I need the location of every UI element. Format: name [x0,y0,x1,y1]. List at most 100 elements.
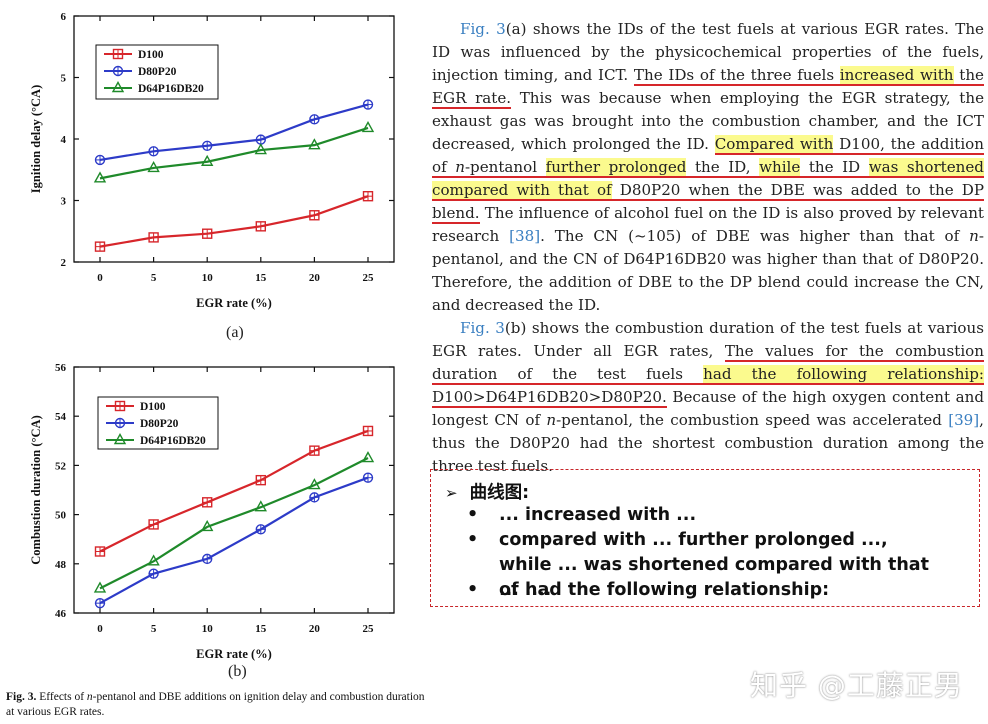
x-tick-label: 25 [363,623,375,635]
p1-sentence-4: . The CN (~105) of DBE was higher than t… [540,227,960,245]
bullet-icon: • [467,505,479,525]
y-tick-label: 54 [55,411,67,423]
legend-marker [113,433,127,445]
data-point [201,519,214,532]
note-item: • compared with ... further prolonged ...… [467,528,945,603]
caption-text-2: -pentanol and DBE additions on ignition … [6,691,425,718]
p1-italic-n-2: n [969,227,979,245]
p1-highlight-4: while [759,158,801,178]
y-tick-label: 2 [61,257,67,269]
y-tick-label: 46 [55,608,67,620]
p2-highlight-1: had the following relationship: [703,365,984,385]
data-point [147,554,160,566]
p1-underline-1: The IDs of the three fuels [633,66,835,86]
subfigure-label-b: (b) [228,663,247,680]
legend-label: D100 [140,401,166,413]
x-tick-label: 20 [309,623,321,635]
p1-underline-4: -pentanol [464,158,538,178]
y-tick-label: 52 [55,460,67,472]
data-point [93,581,107,593]
y-tick-label: 6 [61,11,67,23]
legend-label: D80P20 [138,66,177,78]
p1-underline-2: the EGR rate. [432,66,984,109]
note-box: ➢ 曲线图: • ... increased with ... • compared … [430,469,980,607]
bullet-icon: • [467,580,479,600]
y-tick-label: 50 [55,510,67,522]
x-tick-label: 15 [255,272,267,284]
citation-38-link[interactable]: [38] [509,227,541,245]
subfigure-label-a: (a) [226,324,244,341]
p1-sentence-1: (a) shows the IDs of the test fuels at v… [432,20,984,84]
figure-ref-link-2[interactable]: Fig. 3 [460,319,505,337]
data-point [254,500,267,512]
note-item: • ... increased with ... [467,503,696,528]
ignition-delay-chart: 2 3 4 5 6 0 5 10 15 20 25 EGR rate (%) Ignition dela… [29,11,395,310]
legend-marker [111,81,125,93]
data-point [201,154,214,166]
y-tick-label: 56 [55,362,67,374]
data-point [361,451,375,463]
p1-underline-7: D80P20 when the DBE was added to the DP … [432,181,984,224]
p1-sentence-5: -pentanol, and the CN of D64P16DB20 was … [432,227,984,314]
x-axis-label: EGR rate (%) [196,647,272,661]
x-tick-label: 5 [151,272,157,284]
p1-underline-5: the ID, [694,158,751,178]
series-line-d100 [99,195,369,248]
y-tick-label: 3 [61,196,67,208]
citation-39-link[interactable]: [39] [948,411,980,429]
data-point [361,120,375,133]
data-point [308,138,321,150]
note-item-text: ... increased with ... [499,505,697,525]
paragraph-2: Fig. 3(b) shows the combustion duration … [432,317,984,478]
p1-italic-n: n [455,158,465,178]
p2-underline-2: D100>D64P16DB20>D80P20. [432,388,667,408]
caption-text-1: Effects of [39,691,85,703]
series-line-d80p20 [99,476,369,605]
legend-label: D100 [138,49,164,61]
x-tick-label: 0 [97,623,103,635]
p2-underline-1: The values for the combustion duration o… [432,342,984,385]
note-item-text: compared with ... further prolonged ...,… [499,530,929,600]
p1-underline-6: the ID [808,158,861,178]
y-axis-label: Combustion duration (°CA) [29,415,43,564]
x-tick-label: 0 [97,272,103,284]
watermark: 知乎 @工藤正男 [750,669,963,702]
legend-label: D80P20 [140,418,179,430]
x-tick-label: 10 [202,623,214,635]
legend-label: D64P16DB20 [140,435,206,447]
series-line-d64p16db20 [99,126,369,180]
caption-label: Fig. 3. [6,691,37,703]
data-point [254,143,267,155]
note-item: • ... had the following relationship: [467,578,829,603]
x-axis-label: EGR rate (%) [196,296,272,310]
data-point [308,478,321,490]
y-tick-label: 5 [61,73,67,85]
p2-sentence-4: , thus the D80P20 had the shortest combu… [432,411,984,475]
paragraph-1: Fig. 3(a) shows the IDs of the test fuel… [432,18,984,317]
note-title-text: 曲线图: [469,483,530,503]
p1-underline-3: D100, the addition of [432,135,984,178]
figure-ref-link[interactable]: Fig. 3 [460,20,506,38]
p1-highlight-2: Compared with [714,135,834,155]
combustion-duration-chart: 46 48 50 52 54 56 0 5 10 15 20 25 EGR rate (%) Combus… [29,362,395,661]
series-line-d64p16db20 [99,457,369,590]
note-title: ➢ 曲线图: [445,479,529,504]
note-item-text: ... had the following relationship: [499,580,830,600]
arrow-bullet-icon: ➢ [445,484,458,502]
series-line-d100 [99,429,369,553]
y-tick-label: 4 [61,134,67,146]
p1-sentence-3: The influence of alcohol fuel on the ID … [432,204,984,245]
x-tick-label: 5 [151,623,157,635]
plot-frame [73,366,395,614]
figure-caption: Fig. 3. Effects of n-pentanol and DBE ad… [6,690,430,720]
p1-sentence-2: This was because when employing the EGR … [432,89,985,153]
p2-italic-n: n [546,411,557,429]
y-axis-label: Ignition delay (°CA) [29,85,43,193]
caption-italic: n [86,691,93,703]
legend-label: D64P16DB20 [138,83,204,95]
p2-sentence-2: Because of the high oxygen content and l… [432,388,984,429]
series-line-d80p20 [99,103,369,161]
x-tick-label: 25 [363,272,375,284]
bullet-icon: • [467,530,479,550]
y-tick-label: 48 [55,559,67,571]
